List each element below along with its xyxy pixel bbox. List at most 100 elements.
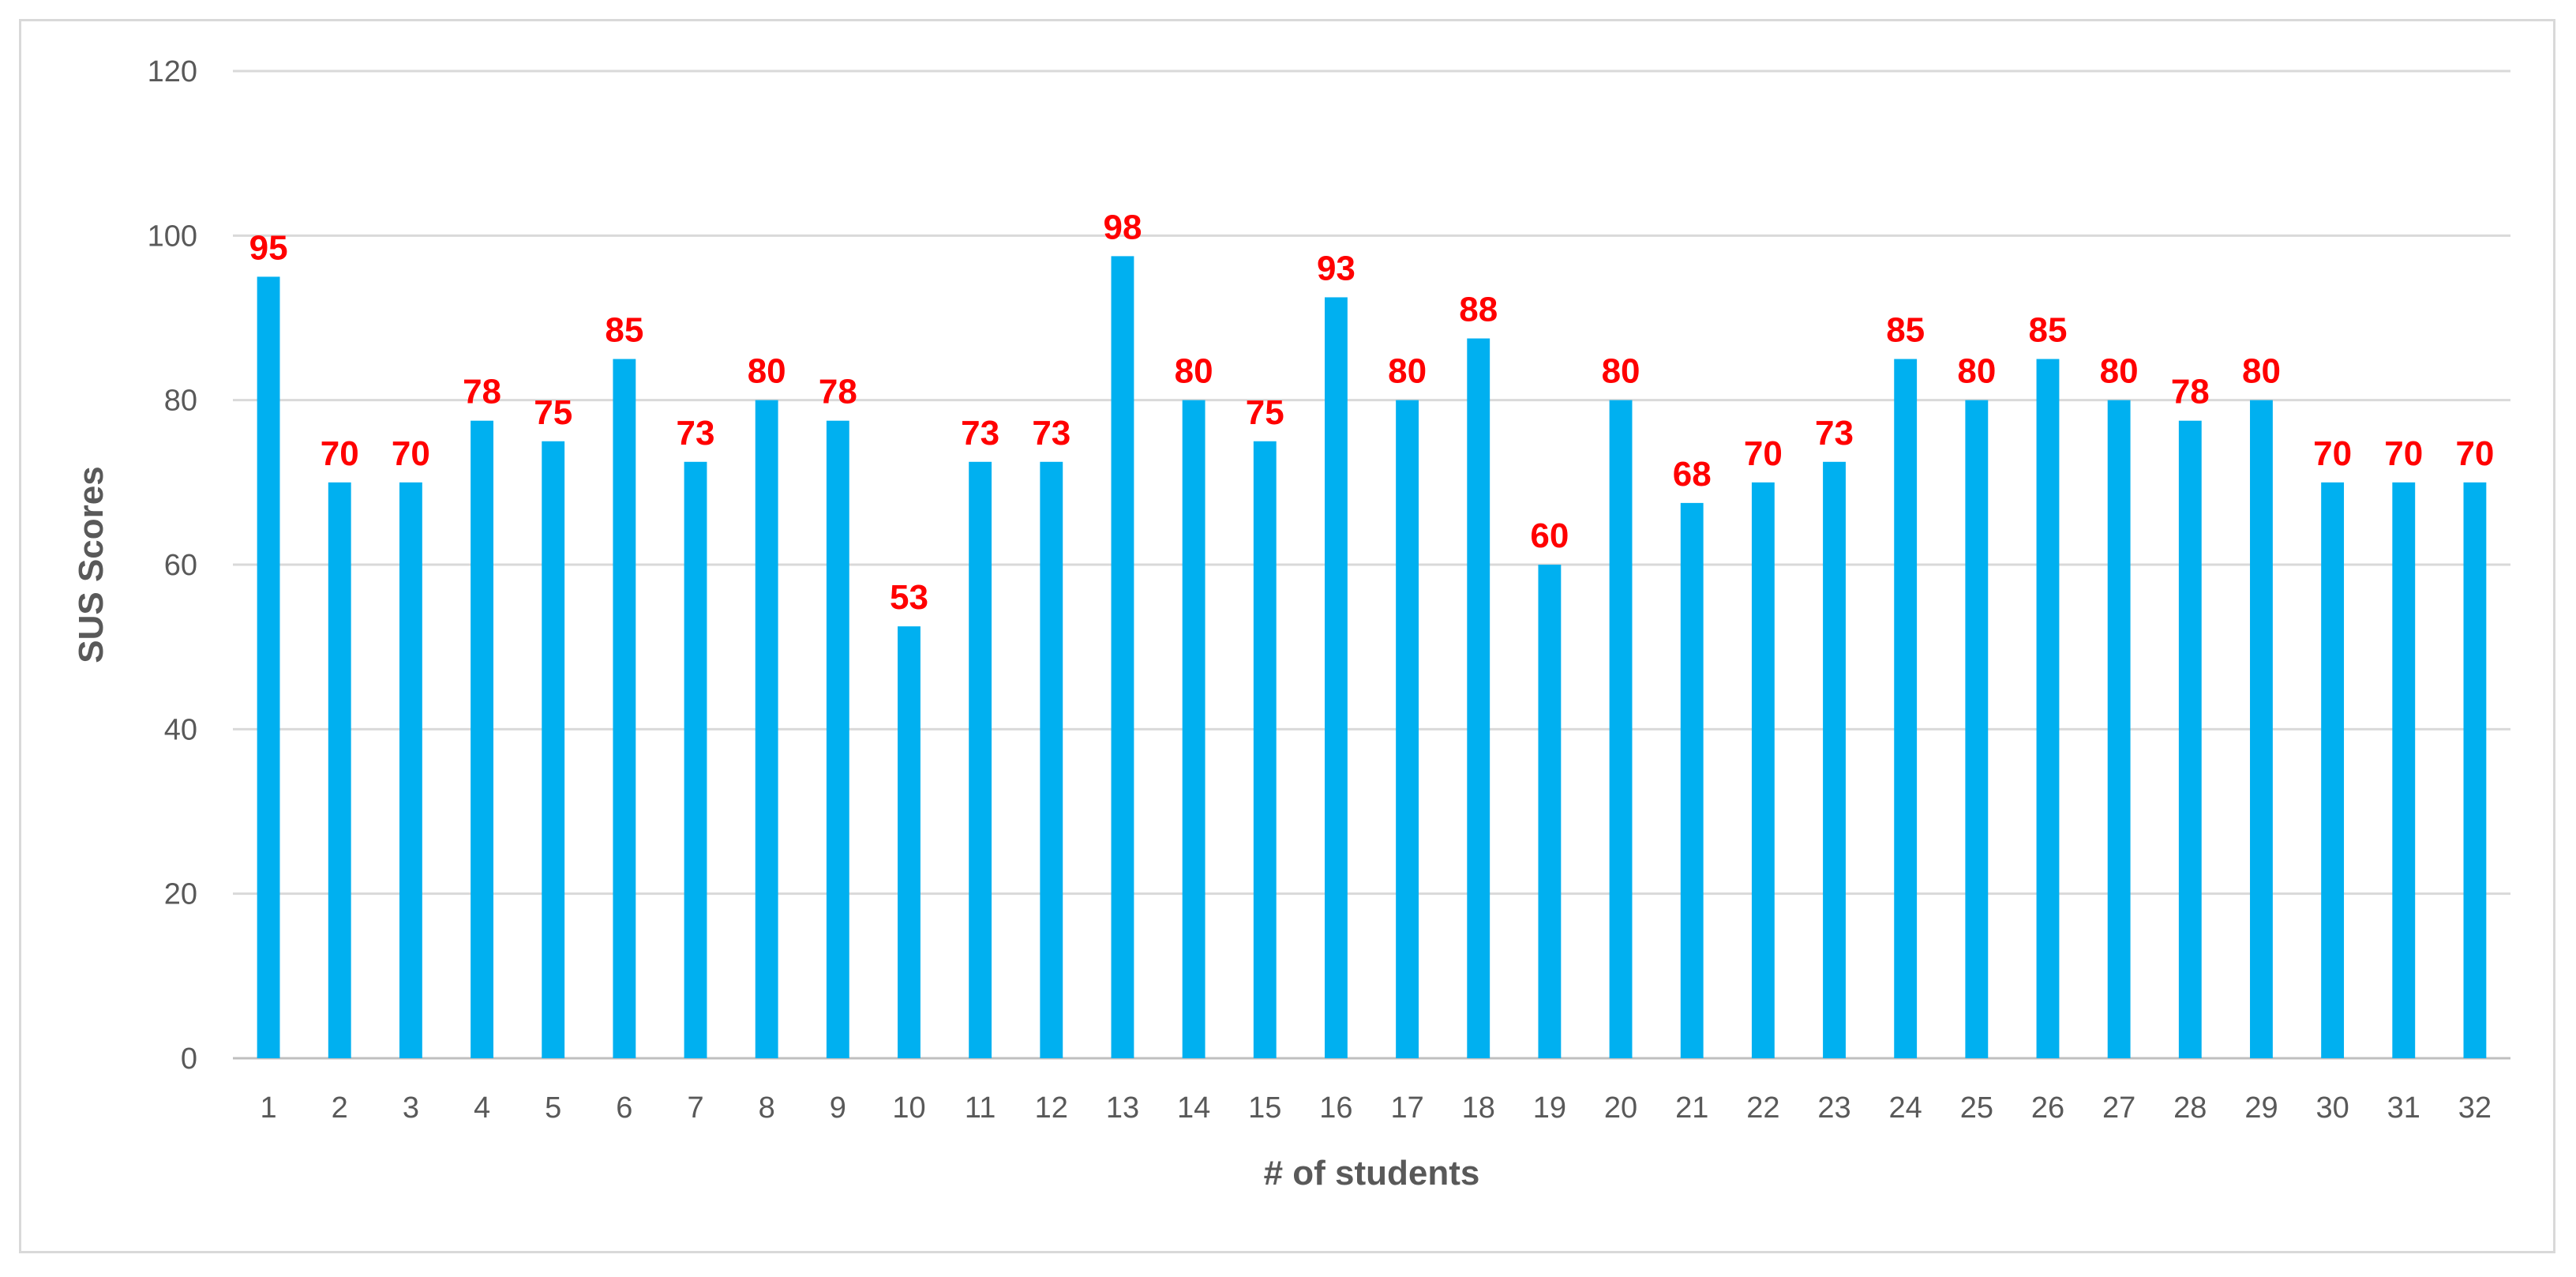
bar-value-label: 70 [392, 434, 430, 473]
bar [826, 420, 849, 1058]
bar [1467, 338, 1490, 1059]
x-tick-label: 16 [1319, 1091, 1352, 1125]
bar-value-label: 70 [2384, 434, 2423, 473]
bar [1182, 400, 1206, 1059]
bar-value-label: 80 [1388, 352, 1427, 391]
bars [257, 256, 2487, 1059]
x-tick-label: 5 [545, 1091, 561, 1125]
bar [2321, 482, 2345, 1058]
bar-value-label: 95 [249, 228, 288, 267]
bar-value-label: 73 [677, 414, 715, 453]
x-tick-label: 23 [1817, 1091, 1850, 1125]
x-tick-label: 17 [1390, 1091, 1423, 1125]
bar-value-label: 78 [819, 373, 857, 411]
bar-value-label: 70 [2455, 434, 2494, 473]
y-tick-label: 60 [164, 549, 197, 582]
y-tick-label: 0 [181, 1042, 197, 1076]
x-tick-label: 8 [759, 1091, 775, 1125]
bar [1040, 461, 1063, 1058]
x-tick-label: 18 [1462, 1091, 1495, 1125]
bar-value-label: 53 [890, 578, 928, 617]
bar-value-label: 73 [961, 414, 999, 453]
y-tick-label: 40 [164, 713, 197, 746]
bar-value-label: 98 [1103, 208, 1142, 246]
bar [399, 482, 422, 1058]
bar [613, 359, 636, 1058]
bar-value-label: 80 [2242, 352, 2281, 391]
x-tick-label: 25 [1960, 1091, 1993, 1125]
bar-value-label: 78 [2171, 373, 2210, 411]
x-tick-label: 10 [892, 1091, 925, 1125]
bar [1894, 359, 1918, 1058]
bar [471, 420, 493, 1058]
x-tick-label: 27 [2102, 1091, 2135, 1125]
x-tick-label: 3 [403, 1091, 419, 1125]
bar-value-label: 70 [2313, 434, 2352, 473]
bar-value-label: 80 [1602, 352, 1640, 391]
bar [2392, 482, 2416, 1058]
bar-value-label: 85 [1886, 311, 1925, 350]
bar-value-label: 78 [463, 373, 501, 411]
bar-value-label: 80 [1957, 352, 1996, 391]
bar [2178, 420, 2202, 1058]
y-tick-label: 120 [148, 55, 197, 88]
x-tick-label: 9 [830, 1091, 846, 1125]
y-axis-ticks: 0 20 40 60 80 100 120 [148, 55, 197, 1076]
bar [542, 441, 565, 1058]
bar [969, 461, 992, 1058]
bar-value-label: 80 [748, 352, 786, 391]
x-tick-label: 32 [2458, 1091, 2492, 1125]
bar-value-label: 88 [1459, 291, 1498, 329]
x-tick-label: 11 [965, 1091, 996, 1125]
bar [1111, 256, 1134, 1058]
x-axis-title: # of students [1264, 1154, 1480, 1192]
bar-value-label: 70 [1744, 434, 1783, 473]
bar [1751, 482, 1775, 1058]
bar-value-label: 73 [1815, 414, 1854, 453]
x-tick-label: 1 [261, 1091, 277, 1125]
bar [2107, 400, 2131, 1059]
bar [2250, 400, 2273, 1059]
y-axis-title: SUS Scores [72, 466, 111, 663]
bar [1823, 461, 1846, 1058]
x-tick-label: 2 [332, 1091, 348, 1125]
bar [1324, 297, 1348, 1058]
x-tick-label: 20 [1604, 1091, 1637, 1125]
x-tick-label: 24 [1889, 1091, 1922, 1125]
bar-value-label: 85 [2029, 311, 2068, 350]
bar-value-label: 68 [1673, 455, 1712, 494]
x-tick-label: 13 [1106, 1091, 1139, 1125]
bar-value-label: 60 [1530, 516, 1569, 555]
x-tick-label: 19 [1533, 1091, 1566, 1125]
x-tick-label: 7 [687, 1091, 703, 1125]
x-axis-ticks: 1 2 3 4 5 6 7 8 9 10 11 12 13 14 15 16 17 18 19 20 21 22 23 24 2… [261, 1091, 2492, 1125]
x-tick-label: 26 [2031, 1091, 2064, 1125]
data-labels: 95 70 70 78 75 85 73 80 78 53 73 73 98 80 75 93 80 88 60 80… [249, 208, 2495, 617]
bar [1965, 400, 1989, 1059]
x-tick-label: 28 [2173, 1091, 2207, 1125]
y-tick-label: 80 [164, 385, 197, 418]
bar [1680, 502, 1704, 1058]
x-tick-label: 30 [2315, 1091, 2349, 1125]
x-tick-label: 31 [2387, 1091, 2420, 1125]
x-tick-label: 14 [1177, 1091, 1210, 1125]
x-tick-label: 12 [1035, 1091, 1068, 1125]
bar [1253, 441, 1277, 1058]
bar [328, 482, 351, 1058]
x-tick-label: 22 [1746, 1091, 1779, 1125]
bar-value-label: 80 [2100, 352, 2139, 391]
y-tick-label: 20 [164, 878, 197, 911]
y-tick-label: 100 [148, 220, 197, 253]
bar-value-label: 75 [1246, 393, 1284, 432]
x-tick-label: 15 [1248, 1091, 1281, 1125]
chart-frame [19, 19, 2555, 1253]
bar-value-label: 73 [1032, 414, 1071, 453]
bar [257, 276, 280, 1059]
bar [1609, 400, 1633, 1059]
x-tick-label: 21 [1675, 1091, 1708, 1125]
gridlines [233, 69, 2510, 1060]
bar-value-label: 70 [321, 434, 359, 473]
bar [1396, 400, 1419, 1059]
x-tick-label: 4 [474, 1091, 490, 1125]
